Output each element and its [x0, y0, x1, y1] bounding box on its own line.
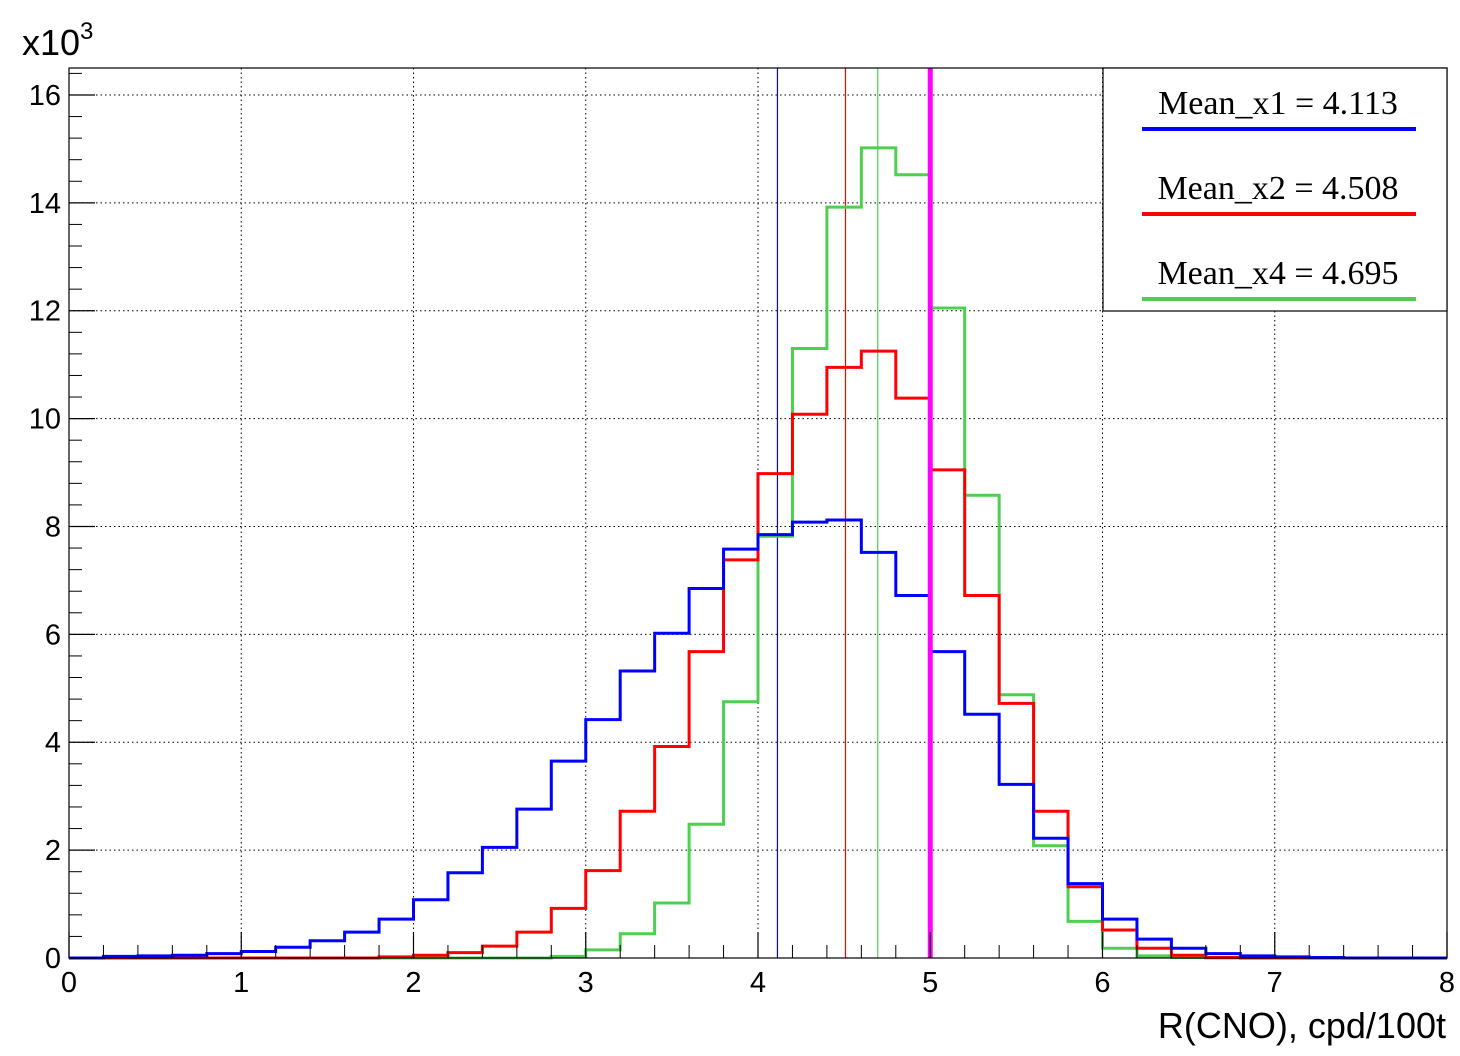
y-tick-label: 10 — [29, 404, 61, 436]
y-multiplier-exponent: 3 — [80, 18, 93, 45]
y-multiplier-label: x103 — [22, 18, 93, 63]
x-tick-label: 0 — [61, 967, 77, 999]
axis-ticks — [68, 72, 1448, 959]
legend-label: Mean_x2 = 4.508 — [1157, 170, 1398, 207]
y-tick-label: 14 — [29, 188, 61, 220]
x-tick-label: 3 — [578, 967, 594, 999]
y-tick-label: 2 — [45, 835, 61, 867]
y-tick-label: 6 — [45, 619, 61, 651]
y-tick-label: 0 — [45, 943, 61, 975]
y-tick-label: 12 — [29, 296, 61, 328]
x-axis-label: R(CNO), cpd/100t — [1158, 1005, 1446, 1046]
legend-box — [1102, 67, 1448, 312]
series-1 — [69, 518, 1447, 960]
x-tick-label: 6 — [1094, 967, 1110, 999]
x-tick-label: 1 — [233, 967, 249, 999]
histogram-line-1 — [69, 518, 1447, 960]
x-tick-label: 4 — [750, 967, 766, 999]
legend: Mean_x1 = 4.113 Mean_x2 = 4.508 Mean_x4 = … — [1102, 67, 1448, 312]
legend-entry-1: Mean_x1 = 4.113 — [1142, 85, 1416, 131]
y-tick-label: 8 — [45, 511, 61, 543]
y-tick-label: 16 — [29, 80, 61, 112]
legend-label: Mean_x4 = 4.695 — [1157, 255, 1398, 292]
x-tick-label: 7 — [1267, 967, 1283, 999]
legend-label: Mean_x1 = 4.113 — [1158, 85, 1398, 122]
legend-entry-2: Mean_x2 = 4.508 — [1142, 170, 1416, 216]
legend-entry-3: Mean_x4 = 4.695 — [1142, 255, 1416, 301]
x-tick-label: 5 — [922, 967, 938, 999]
x-tick-label: 8 — [1439, 967, 1455, 999]
x-tick-label: 2 — [405, 967, 421, 999]
y-tick-label: 4 — [45, 727, 61, 759]
mean-lines — [776, 68, 879, 958]
